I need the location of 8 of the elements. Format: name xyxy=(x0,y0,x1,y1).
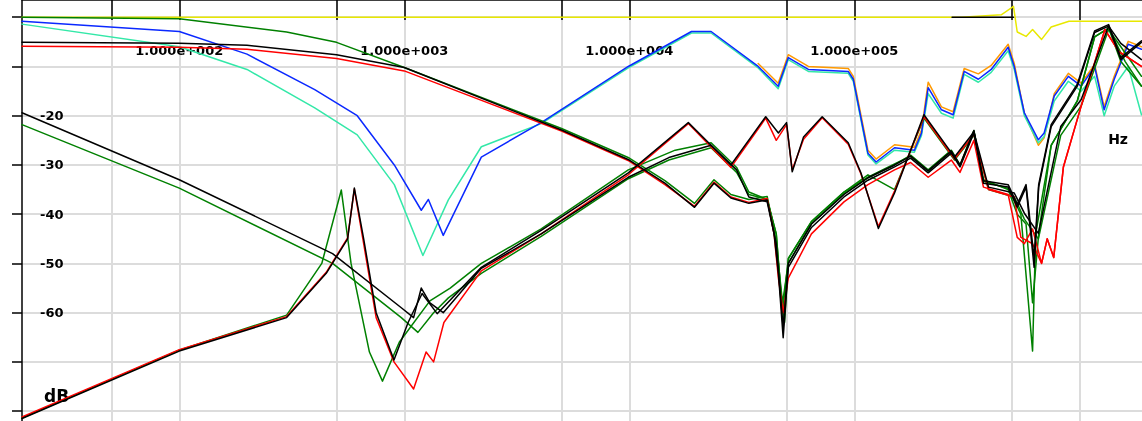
y-tick-label: -60 xyxy=(40,305,64,321)
y-tick-label: -50 xyxy=(40,255,64,271)
y-tick-label: -40 xyxy=(40,206,64,222)
x-tick-label: 1.000e+003 xyxy=(360,43,449,58)
x-axis-title: Hz xyxy=(1108,131,1129,147)
y-tick-label: -30 xyxy=(40,157,64,173)
x-tick-label: 1.000e+005 xyxy=(810,43,899,58)
y-tick-label: -20 xyxy=(40,108,64,124)
